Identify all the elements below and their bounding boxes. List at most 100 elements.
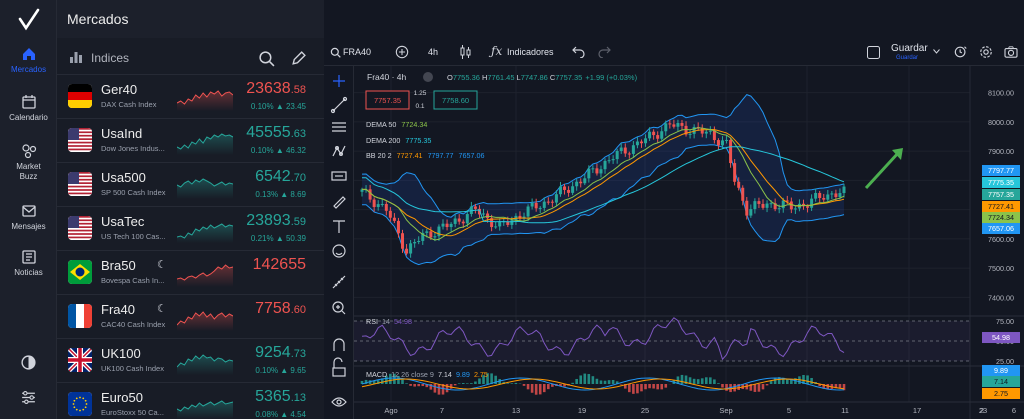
rail-item-mercados[interactable]: Mercados [0, 46, 57, 75]
macd-bar [457, 383, 461, 384]
market-row-ger40[interactable]: Ger40 DAX Cash Index 23638.58 0.10% ▲ 23.45 [57, 74, 324, 118]
rail-item-calendario[interactable]: Calendario [0, 94, 57, 123]
market-row-usa500[interactable]: Usa500 SP 500 Cash Index 6542.70 0.13% ▲ 8.… [57, 162, 324, 206]
macd-bar [842, 384, 846, 391]
bollinger-bands [361, 94, 845, 266]
candle [793, 206, 797, 214]
candle [498, 218, 502, 231]
candle [639, 139, 643, 148]
ruler-icon[interactable] [332, 275, 346, 289]
candle [445, 219, 449, 231]
indicators-button[interactable]: Indicadores [507, 47, 554, 57]
macd-bar [547, 384, 550, 390]
macd-bar [474, 381, 477, 384]
undo-icon[interactable] [572, 46, 585, 58]
rail-item-mensajes[interactable]: Mensajes [0, 203, 57, 232]
candle [708, 126, 712, 135]
trend-line-icon[interactable] [330, 96, 348, 114]
macd-bar [575, 378, 578, 384]
markets-header: Mercados [57, 0, 324, 38]
macd-bar [611, 379, 615, 384]
interval-select[interactable]: 4h [428, 47, 439, 57]
macd-bar [599, 380, 603, 384]
macd-bar [470, 383, 473, 384]
market-row-fra40[interactable]: Fra40 CAC40 Cash Index ☾ 7758.60 [57, 294, 324, 338]
magnet-icon[interactable] [333, 338, 345, 351]
brush-icon[interactable] [333, 196, 346, 209]
macd-bar [526, 384, 530, 390]
candle [826, 189, 830, 203]
macd-line [361, 377, 845, 391]
rsi-line [361, 317, 845, 361]
crosshair-icon[interactable] [333, 75, 345, 87]
chevron-down-icon[interactable] [933, 49, 940, 54]
candle [611, 155, 615, 164]
chart-area[interactable]: Fra40 · 4h O7755.36 H7761.45 L7747.86 C7757.… [320, 66, 1024, 419]
search-icon[interactable] [330, 47, 341, 58]
market-row-uk100[interactable]: UK100 UK100 Cash Index 9254.73 0.10% ▲ 9.65 [57, 338, 324, 382]
candle [473, 203, 477, 214]
visibility-eye-icon[interactable] [331, 397, 347, 407]
settings-sliders-icon[interactable] [20, 389, 37, 406]
time-axis-label: 11 [841, 406, 849, 415]
flag [68, 260, 92, 284]
save-button[interactable]: Guardar [891, 43, 928, 54]
emoji-icon[interactable] [332, 244, 346, 258]
market-row-bra50[interactable]: Bra50 Bovespa Cash In... ☾ 142655 [57, 250, 324, 294]
macd-bar [401, 379, 404, 384]
market-row-usaind[interactable]: UsaInd Dow Jones Indus... 45555.63 0.10% ▲ … [57, 118, 324, 162]
candle [773, 198, 777, 212]
gear-icon[interactable] [979, 45, 993, 59]
candle [789, 197, 793, 214]
price-chart[interactable]: Fra40 · 4h O7755.36 H7761.45 L7747.86 C7757.… [320, 66, 1024, 419]
market-row-usatec[interactable]: UsaTec US Tech 100 Cas... 23893.59 0.21% ▲ … [57, 206, 324, 250]
macd-bar [733, 384, 736, 392]
candle [405, 244, 409, 256]
time-axis-label: 7 [440, 406, 444, 415]
search-icon[interactable] [258, 50, 275, 67]
candle [567, 186, 571, 197]
macd-bar [445, 384, 449, 393]
text-tool-icon[interactable] [333, 220, 345, 233]
measure-range-icon[interactable] [331, 171, 347, 181]
sell-button[interactable]: 7757.35 [365, 90, 410, 110]
candle [490, 214, 494, 232]
camera-icon[interactable] [1004, 46, 1018, 58]
candle-style-icon[interactable] [460, 45, 472, 59]
tab-indices[interactable]: Indices [91, 51, 130, 65]
sparkline [177, 223, 233, 243]
legend-toggle-icon[interactable] [423, 72, 433, 82]
candle [401, 229, 405, 253]
sparkline [177, 90, 233, 111]
add-symbol-icon[interactable] [395, 45, 409, 59]
time-axis-label: Sep [719, 406, 732, 415]
quantity-value[interactable]: 0.1 [415, 103, 424, 110]
market-row-euro50[interactable]: Euro50 EuroStoxx 50 Ca... 5365.13 0.08% ▲ 4… [57, 382, 324, 419]
market-closed-moon-icon: ☾ [157, 303, 167, 315]
edit-pencil-icon[interactable] [290, 50, 307, 67]
market-symbol: Ger40 [101, 82, 138, 97]
alert-clock-icon[interactable] [954, 45, 968, 59]
lock-drawings-icon[interactable] [332, 357, 346, 377]
rail-item-market-buzz[interactable]: Market Buzz [0, 143, 57, 182]
redo-icon[interactable] [598, 46, 611, 58]
rail-item-noticias[interactable]: Noticias [0, 249, 57, 278]
theme-toggle-icon[interactable] [20, 354, 37, 371]
symbol-search[interactable]: FRA40 [343, 47, 372, 57]
zoom-in-icon[interactable] [332, 301, 346, 315]
candle [765, 200, 769, 213]
drawing-tools [330, 75, 348, 407]
macd-legend: MACD 12 26 close 9 7.14 9.89 2.75 [366, 370, 488, 379]
us-flag-icon [68, 216, 92, 240]
macd-bar [725, 384, 728, 391]
buy-button[interactable]: 7758.60 [433, 90, 478, 110]
horizontal-lines-icon[interactable] [332, 122, 346, 132]
market-price: 23893.59 [246, 212, 306, 229]
macd-bar [781, 377, 785, 384]
pattern-tool-icon[interactable] [332, 145, 346, 157]
layout-checkbox-icon[interactable] [867, 46, 880, 59]
svg-text:7727.41: 7727.41 [988, 202, 1014, 211]
macd-bar [482, 375, 485, 384]
macd-bar [765, 384, 769, 386]
